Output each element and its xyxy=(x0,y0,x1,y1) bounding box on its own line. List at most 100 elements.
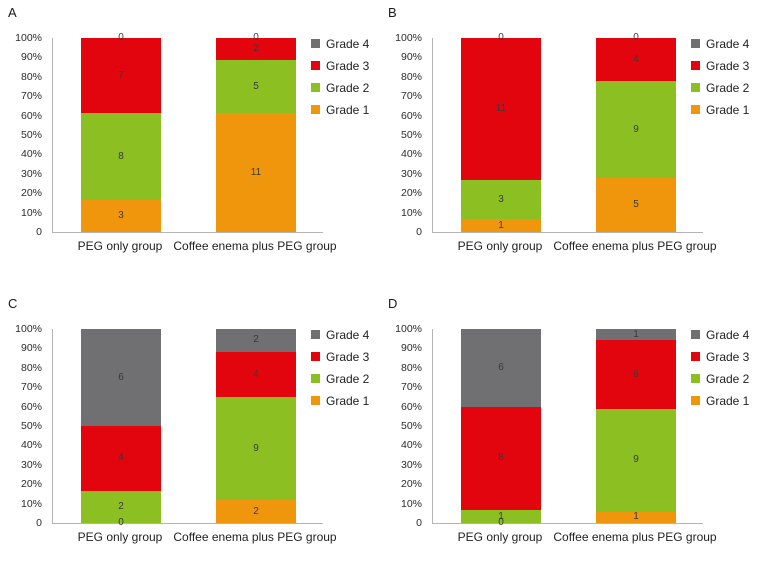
segment-value-label: 4 xyxy=(253,368,259,380)
segment-value-label: 2 xyxy=(253,334,259,346)
panel-label-a: A xyxy=(8,5,18,20)
segment-value-label: 4 xyxy=(118,452,124,464)
panel-label-d: D xyxy=(388,296,398,311)
y-tick-label: 80% xyxy=(400,70,422,83)
segment-value-label: 5 xyxy=(253,80,259,92)
legend-item: Grade 2 xyxy=(691,80,749,95)
y-tick-label: 40% xyxy=(20,439,42,452)
bar-segment-grade-1 xyxy=(81,199,161,232)
y-axis: 100% 90% 80% 70% 60% 50% 40% 30% 20% 10% 0 xyxy=(380,32,426,238)
y-tick-label: 0 xyxy=(416,226,422,238)
bar-peg-only: 1 3 11 0 xyxy=(461,33,541,232)
y-axis: 100% 90% 80% 70% 60% 50% 40% 30% 20% 10% 0 xyxy=(0,323,46,529)
y-tick-label: 0 xyxy=(416,517,422,529)
legend-swatch-grade-2 xyxy=(691,83,700,92)
chart-panel-inner-b: B 100% 90% 80% 70% 60% 50% 40% 30% 20% 10% 0 1 3 11 0 5 9… xyxy=(380,0,760,279)
segment-value-label: 0 xyxy=(498,32,504,43)
segment-value-label: 5 xyxy=(633,199,639,211)
bar-segment-grade-3 xyxy=(216,38,296,60)
segment-value-label: 1 xyxy=(498,510,504,522)
legend-swatch-grade-3 xyxy=(311,61,320,70)
bar-segment-grade-3 xyxy=(461,406,541,511)
bar-segment-grade-3 xyxy=(461,38,541,181)
legend-label: Grade 4 xyxy=(326,36,370,51)
y-tick-label: 30% xyxy=(20,167,42,180)
segment-value-label: 8 xyxy=(498,452,504,464)
legend-label: Grade 1 xyxy=(326,393,370,408)
segment-value-label: 9 xyxy=(633,454,639,466)
legend-item: Grade 2 xyxy=(311,80,369,95)
category-label-peg-only: PEG only group xyxy=(457,239,543,253)
legend-item: Grade 1 xyxy=(691,102,749,117)
segment-value-label: 6 xyxy=(633,368,639,380)
y-tick-label: 10% xyxy=(400,497,422,510)
legend-swatch-grade-4 xyxy=(311,330,320,339)
segment-value-label: 9 xyxy=(633,123,639,135)
legend-item: Grade 4 xyxy=(311,327,369,342)
category-label-peg-only: PEG only group xyxy=(77,530,163,544)
chart-panel-inner-a: A 100% 90% 80% 70% 60% 50% 40% 30% 20% 10% 0 3 8 7 0 11 5… xyxy=(0,0,380,279)
y-tick-label: 70% xyxy=(400,90,422,103)
bar-segment-grade-2 xyxy=(596,81,676,179)
y-tick-label: 60% xyxy=(20,400,42,413)
segment-value-label: 3 xyxy=(498,193,504,205)
chart-panel-d: D 100% 90% 80% 70% 60% 50% 40% 30% 20% 10% 0 0 1 8 6 1 9 6… xyxy=(380,279,760,558)
panel-label-b: B xyxy=(388,5,398,20)
segment-value-label: 1 xyxy=(633,511,639,523)
bar-segment-grade-2 xyxy=(461,180,541,220)
legend-swatch-grade-2 xyxy=(311,374,320,383)
legend-label: Grade 4 xyxy=(706,36,750,51)
chart-panel-a: A 100% 90% 80% 70% 60% 50% 40% 30% 20% 10% 0 3 8 7 0 11 5… xyxy=(0,0,380,279)
y-tick-label: 20% xyxy=(400,187,422,200)
bar-segment-grade-4 xyxy=(81,329,161,426)
legend-label: Grade 1 xyxy=(326,102,370,117)
bar-segment-grade-1 xyxy=(596,178,676,232)
legend-item: Grade 1 xyxy=(691,393,749,408)
legend-label: Grade 3 xyxy=(706,58,750,73)
segment-value-label: 9 xyxy=(253,442,259,454)
y-tick-label: 80% xyxy=(20,70,42,83)
y-tick-label: 80% xyxy=(20,361,42,374)
y-axis: 100% 90% 80% 70% 60% 50% 40% 30% 20% 10% 0 xyxy=(380,323,426,529)
segment-value-label: 0 xyxy=(118,517,124,528)
y-tick-label: 50% xyxy=(400,129,422,141)
segment-value-label: 0 xyxy=(118,32,124,43)
legend-label: Grade 1 xyxy=(706,102,750,117)
y-tick-label: 60% xyxy=(20,109,42,122)
chart-panel-inner-d: D 100% 90% 80% 70% 60% 50% 40% 30% 20% 10% 0 0 1 8 6 1 9 6… xyxy=(380,291,760,570)
segment-value-label: 11 xyxy=(250,166,262,178)
bar-segment-grade-1 xyxy=(461,219,541,232)
segment-value-label: 0 xyxy=(633,32,639,43)
y-tick-label: 100% xyxy=(15,323,42,335)
bar-segment-grade-4 xyxy=(461,329,541,407)
y-tick-label: 90% xyxy=(20,342,42,355)
legend-label: Grade 2 xyxy=(326,80,370,95)
stacked-bar-figure: A 100% 90% 80% 70% 60% 50% 40% 30% 20% 10% 0 3 8 7 0 11 5… xyxy=(0,0,760,558)
y-tick-label: 60% xyxy=(400,400,422,413)
category-label-coffee-enema: Coffee enema plus PEG group xyxy=(553,530,717,544)
category-label-coffee-enema: Coffee enema plus PEG group xyxy=(553,239,717,253)
legend: Grade 4 Grade 3 Grade 2 Grade 1 xyxy=(691,36,749,124)
bar-segment-grade-2 xyxy=(461,510,541,523)
bar-segment-grade-2 xyxy=(216,59,296,114)
y-tick-label: 80% xyxy=(400,361,422,374)
bar-segment-grade-2 xyxy=(81,113,161,200)
legend-label: Grade 3 xyxy=(326,349,370,364)
plot-area: 0 2 4 6 2 9 4 2 xyxy=(52,329,323,528)
segment-value-label: 2 xyxy=(253,505,259,517)
legend-label: Grade 1 xyxy=(706,393,750,408)
y-tick-label: 0 xyxy=(36,517,42,529)
legend-item: Grade 2 xyxy=(311,371,369,386)
bar-segment-grade-2 xyxy=(216,397,296,501)
bar-segment-grade-3 xyxy=(596,340,676,409)
legend-swatch-grade-1 xyxy=(311,396,320,405)
segment-value-label: 7 xyxy=(118,69,124,81)
category-label-coffee-enema: Coffee enema plus PEG group xyxy=(173,239,337,253)
y-tick-label: 0 xyxy=(36,226,42,238)
legend-label: Grade 2 xyxy=(326,371,370,386)
bar-segment-grade-3 xyxy=(596,38,676,82)
category-label-peg-only: PEG only group xyxy=(77,239,163,253)
plot-area: 1 3 11 0 5 9 4 0 xyxy=(432,33,703,233)
